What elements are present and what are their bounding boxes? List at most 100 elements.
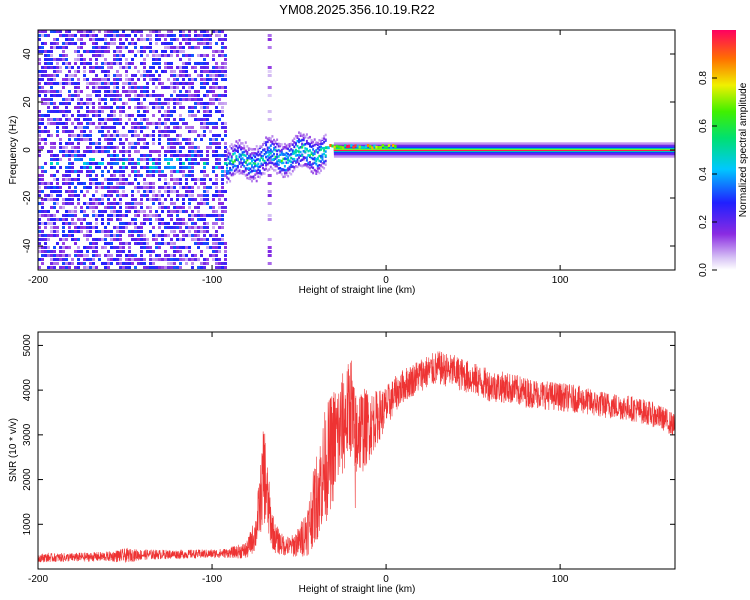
heat-cell: [116, 106, 119, 109]
heat-cell: [191, 194, 194, 197]
heat-cell: [215, 82, 218, 85]
heat-cell: [158, 34, 161, 37]
heat-cell: [77, 50, 80, 53]
heat-cell: [218, 118, 221, 121]
heat-cell: [185, 74, 188, 77]
heat-cell: [86, 166, 89, 169]
heat-cell: [299, 134, 302, 137]
heat-cell: [53, 78, 56, 81]
heat-cell: [38, 62, 41, 65]
heat-cell: [203, 170, 206, 173]
heat-cell: [86, 150, 89, 153]
heat-cell: [113, 158, 116, 161]
heat-cell: [77, 102, 80, 105]
heat-cell: [146, 206, 149, 209]
heat-cell: [236, 170, 239, 173]
heat-cell: [146, 146, 149, 149]
heat-cell: [309, 135, 311, 139]
heat-cell: [140, 90, 143, 93]
heat-cell: [137, 242, 140, 245]
heat-cell: [206, 238, 209, 241]
heat-cell: [38, 130, 41, 133]
heat-cell: [134, 86, 137, 89]
heat-cell: [302, 157, 305, 161]
heat-cell: [268, 136, 271, 140]
heat-cell: [182, 62, 185, 65]
heat-cell: [101, 198, 104, 201]
heat-cell: [200, 150, 203, 153]
heat-cell: [251, 169, 253, 173]
heat-cell: [62, 50, 65, 53]
heat-cell: [80, 262, 83, 265]
heat-cell: [119, 42, 122, 45]
heat-cell: [203, 166, 206, 169]
heat-cell: [122, 222, 125, 225]
heat-cell: [243, 147, 246, 150]
heat-cell: [257, 158, 260, 161]
heat-cell: [274, 164, 277, 168]
heat-cell: [188, 42, 191, 45]
heat-cell: [74, 214, 77, 217]
heat-cell: [59, 150, 62, 153]
heat-cell: [194, 106, 197, 109]
heat-cell: [95, 198, 98, 201]
heat-cell: [95, 58, 98, 61]
heat-cell: [221, 46, 224, 49]
heat-cell: [173, 154, 176, 157]
heat-cell: [268, 138, 271, 141]
heat-cell: [122, 266, 125, 269]
heat-cell: [98, 210, 101, 213]
heat-cell: [89, 198, 92, 201]
heat-cell: [44, 90, 47, 93]
heat-cell: [50, 50, 53, 53]
heat-cell: [158, 202, 161, 205]
heat-cell: [44, 114, 47, 117]
heat-cell: [125, 222, 128, 225]
heat-cell: [125, 78, 128, 81]
heat-cell: [146, 242, 149, 245]
heat-cell: [179, 114, 182, 117]
heat-cell: [309, 149, 311, 152]
heat-cell: [143, 74, 146, 77]
heat-cell: [293, 141, 296, 144]
heat-cell: [152, 106, 155, 109]
heat-cell: [107, 118, 110, 121]
heat-cell: [221, 78, 224, 81]
heat-cell: [149, 50, 152, 53]
heat-cell: [221, 234, 224, 237]
heat-cell: [167, 142, 170, 145]
heat-cell: [107, 170, 110, 173]
heat-cell: [95, 66, 98, 69]
heat-cell: [161, 174, 164, 177]
heat-cell: [173, 90, 176, 93]
heat-cell: [110, 262, 113, 265]
heat-cell: [41, 42, 44, 45]
heat-cell: [53, 262, 56, 265]
heat-cell: [44, 250, 47, 253]
heat-cell: [80, 114, 83, 117]
heat-cell: [325, 146, 328, 150]
heat-cell: [41, 166, 44, 169]
heat-cell: [134, 130, 137, 133]
heat-cell: [197, 118, 200, 121]
heat-cell: [389, 146, 393, 150]
heat-cell: [74, 194, 77, 197]
heat-cell: [158, 222, 161, 225]
heat-cell: [309, 143, 311, 146]
heat-cell: [161, 94, 164, 97]
heat-cell: [146, 70, 149, 73]
heat-cell: [170, 170, 173, 173]
heat-cell: [41, 98, 44, 101]
heat-cell: [86, 114, 89, 117]
heat-cell: [212, 250, 215, 253]
heat-cell: [209, 122, 212, 125]
heat-cell: [59, 206, 62, 209]
heat-cell: [122, 86, 125, 89]
heat-cell: [128, 154, 131, 157]
heat-cell: [218, 206, 221, 209]
heat-cell: [312, 162, 315, 165]
heat-cell: [255, 145, 258, 148]
heat-cell: [98, 82, 101, 85]
heat-cell: [113, 146, 116, 149]
heat-cell: [119, 134, 122, 137]
